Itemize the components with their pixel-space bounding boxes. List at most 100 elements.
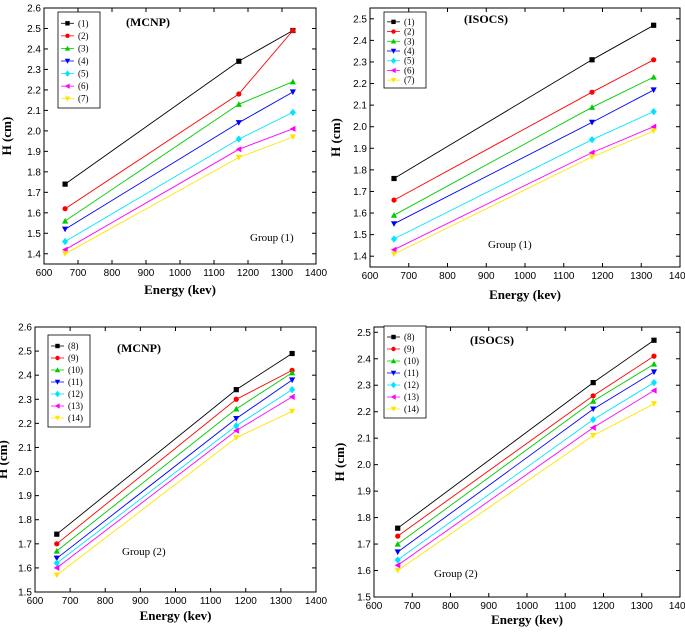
y-tick-label: 1.7: [353, 187, 367, 198]
data-point: [391, 175, 397, 182]
data-point: [53, 564, 60, 572]
y-tick-label: 2.0: [357, 460, 371, 471]
data-point: [233, 405, 240, 412]
legend-label: (5): [404, 56, 415, 66]
legend-label: (5): [78, 69, 89, 79]
legend-marker: [390, 38, 397, 44]
chart-panel-2: 600 700 800 900 1000 1100 1200 1300 1400 1.4 1.5 1.…: [328, 7, 685, 302]
x-tick-label: 1400: [305, 268, 328, 279]
legend: (1)(2)(3)(4)(5)(6)(7): [383, 11, 427, 89]
series-line: [56, 370, 293, 545]
data-point: [590, 398, 597, 404]
y-tick-label: 1.7: [357, 540, 371, 551]
series-line: [397, 403, 655, 571]
x-tick-label: 1100: [203, 268, 225, 279]
y-tick-label: 2.5: [27, 24, 41, 35]
legend-marker: [54, 379, 61, 385]
y-tick-label: 1.4: [27, 249, 41, 260]
legend-marker: [54, 415, 61, 421]
x-tick-label: 1400: [669, 601, 685, 612]
data-point: [590, 432, 597, 439]
data-point: [236, 58, 242, 64]
x-tick-label: 900: [478, 271, 495, 282]
series-5: [394, 378, 658, 564]
series-2: [391, 57, 657, 203]
legend-label: (14): [404, 404, 419, 414]
y-tick-label: 2.0: [353, 122, 367, 133]
data-point: [53, 572, 60, 579]
legend-label: (7): [78, 94, 89, 104]
y-tick-label: 1.6: [27, 208, 41, 219]
series-line: [64, 91, 294, 230]
series-line: [393, 111, 654, 240]
data-point: [651, 22, 657, 28]
y-tick-label: 2.1: [357, 434, 371, 445]
x-tick-label: 700: [70, 268, 87, 279]
legend-label: (6): [78, 81, 89, 91]
legend-box: [47, 334, 91, 428]
legend-label: (1): [78, 18, 89, 28]
data-point: [590, 379, 596, 386]
x-tick-label: 900: [132, 596, 149, 607]
data-point: [289, 108, 296, 117]
data-point: [650, 369, 658, 376]
series-4: [390, 87, 657, 227]
data-point: [390, 212, 398, 218]
series-line: [397, 339, 655, 529]
x-tick-label: 1400: [305, 596, 328, 607]
y-tick-label: 1.7: [18, 539, 32, 550]
x-tick-label: 1000: [514, 271, 537, 282]
series-line: [397, 371, 655, 553]
legend-marker: [64, 70, 71, 77]
legend-label: (4): [404, 46, 415, 56]
panel-title: (MCNP): [117, 341, 161, 355]
data-point: [54, 541, 60, 547]
y-tick-label: 2.6: [18, 323, 32, 334]
data-point: [650, 401, 658, 407]
x-tick-label: 800: [442, 601, 459, 612]
series-3: [390, 73, 657, 218]
data-point: [390, 251, 398, 258]
series-4: [61, 89, 296, 233]
series-1: [395, 337, 657, 531]
x-tick-label: 1100: [554, 601, 576, 612]
x-tick-label: 1100: [200, 596, 222, 607]
series-line: [397, 390, 655, 566]
series-line: [393, 24, 654, 179]
legend-marker: [391, 29, 396, 34]
x-tick-label: 1000: [164, 596, 187, 607]
data-point: [390, 246, 397, 253]
series-7: [53, 408, 296, 579]
legend-marker: [390, 406, 397, 412]
series-3: [53, 369, 296, 554]
series-line: [397, 355, 655, 537]
legend-label: (10): [68, 365, 83, 375]
x-tick-label: 1000: [516, 601, 539, 612]
legend-marker: [54, 403, 60, 409]
y-tick-label: 2.4: [353, 36, 367, 47]
y-tick-label: 1.8: [27, 167, 41, 178]
series-line: [393, 59, 654, 201]
legend-marker: [64, 96, 71, 102]
data-point: [289, 393, 295, 400]
data-point: [289, 350, 295, 357]
data-point: [289, 386, 296, 394]
series-2: [62, 27, 296, 212]
data-point: [233, 422, 240, 430]
data-point: [650, 73, 657, 80]
data-point: [54, 531, 60, 537]
legend-marker: [64, 58, 71, 64]
x-axis-title: Energy (kev): [144, 282, 216, 297]
data-point: [394, 562, 401, 569]
legend-marker: [55, 343, 60, 349]
panel-title: (ISOCS): [470, 333, 514, 347]
series-line: [393, 126, 654, 251]
legend-label: (12): [404, 380, 419, 390]
x-tick-label: 1300: [630, 271, 653, 282]
data-point: [588, 154, 596, 161]
data-point: [589, 89, 595, 95]
legend-label: (4): [78, 56, 89, 66]
group-annotation: Group (2): [434, 568, 478, 580]
y-tick-label: 1.9: [27, 147, 41, 158]
